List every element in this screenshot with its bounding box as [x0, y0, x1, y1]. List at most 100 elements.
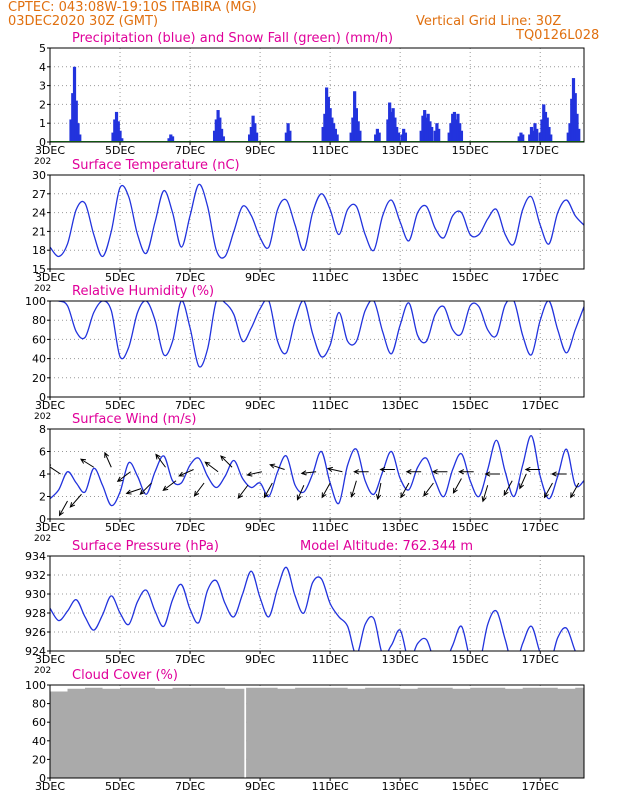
- xtick-label-temp: 11DEC: [312, 271, 349, 284]
- ytick-label-rh: 0: [39, 391, 46, 404]
- precip-bar: [288, 130, 292, 142]
- precip-bar: [454, 119, 458, 142]
- precip-bar: [533, 123, 537, 142]
- precip-bar: [333, 128, 337, 142]
- precip-bar: [549, 134, 553, 142]
- precip-bar: [247, 134, 252, 142]
- ytick-label-wind: 6: [39, 446, 46, 459]
- precip-bar: [377, 132, 381, 142]
- ytick-label-precip: 3: [39, 80, 46, 93]
- precip-bar: [351, 117, 355, 142]
- precip-bar: [456, 113, 460, 142]
- panel-title-press: Surface Pressure (hPa): [72, 539, 219, 554]
- precip-bar: [72, 66, 77, 142]
- xtick-label-temp: 15DEC: [452, 271, 489, 284]
- precip-bar: [335, 134, 339, 142]
- wind-arrow: [550, 471, 567, 477]
- wind-arrow: [350, 480, 357, 498]
- precip-bar: [538, 132, 542, 142]
- panel-precip: 0 1 2 3 4 5 3DEC 5DEC 7DEC 9DEC 11DEC 13DEC 15DEC 17D…: [34, 31, 585, 167]
- precip-bar: [326, 96, 330, 142]
- precip-bar: [393, 117, 397, 142]
- precip-bar: [218, 117, 222, 142]
- wind-arrow: [162, 480, 177, 492]
- x-corner-label-precip: 202: [34, 157, 51, 167]
- precip-bar: [221, 136, 225, 142]
- ytick-label-press: 934: [25, 550, 46, 563]
- precip-bar: [216, 110, 220, 142]
- precip-bar: [528, 134, 532, 142]
- frame-temp: [49, 174, 585, 270]
- wind-arrow: [220, 455, 233, 468]
- ytick-label-wind: 4: [39, 468, 46, 481]
- precip-bar: [459, 130, 464, 142]
- xtick-label-cloud: 5DEC: [105, 780, 135, 793]
- xtick-label-press: 9DEC: [245, 653, 275, 666]
- precip-bar: [169, 134, 173, 142]
- wind-arrow: [484, 471, 500, 477]
- precip-bar: [356, 121, 360, 142]
- wind-arrow: [246, 471, 262, 477]
- xtick-label-press: 11DEC: [312, 653, 349, 666]
- precip-bar: [519, 132, 523, 142]
- precip-bar: [328, 108, 332, 142]
- header-date: 03DEC2020 30Z (GMT): [8, 14, 159, 29]
- precip-bar: [535, 128, 539, 142]
- xtick-label-wind: 3DEC: [35, 521, 65, 534]
- ytick-label-cloud: 20: [32, 753, 46, 766]
- precip-bar: [74, 100, 78, 142]
- frame-wind: [49, 428, 585, 520]
- xtick-label-precip: 3DEC: [35, 144, 65, 157]
- precip-bar: [547, 126, 551, 142]
- plot-area-cloud: [50, 687, 584, 778]
- precip-bar: [170, 136, 175, 142]
- ytick-label-cloud: 0: [39, 772, 46, 785]
- ytick-label-wind: 0: [39, 513, 46, 526]
- precip-bar: [284, 132, 288, 142]
- precip-bar: [419, 130, 423, 142]
- precip-bar: [458, 123, 462, 142]
- wind-arrow: [452, 478, 462, 494]
- xtick-label-cloud: 3DEC: [35, 780, 65, 793]
- header-grid-note: Vertical Grid Line: 30Z: [416, 14, 562, 29]
- panel-rh: 0 20 40 60 80 100 3DEC 5DEC 7DEC 9DEC 11DEC 13DEC 15…: [25, 284, 585, 422]
- xtick-label-rh: 3DEC: [35, 399, 65, 412]
- panel-title-precip: Precipitation (blue) and Snow Fall (gree…: [72, 31, 393, 46]
- wind-arrow: [204, 461, 219, 473]
- xtick-label-temp: 5DEC: [105, 271, 135, 284]
- precip-bar: [571, 78, 576, 142]
- xtick-label-wind: 11DEC: [312, 521, 349, 534]
- x-corner-label-press: 202: [34, 666, 51, 676]
- xtick-label-wind: 5DEC: [105, 521, 135, 534]
- ytick-label-cloud: 80: [32, 698, 46, 711]
- panel-extra-label-press: Model Altitude: 762.344 m: [300, 539, 473, 554]
- ytick-label-press: 928: [25, 607, 46, 620]
- xtick-label-precip: 9DEC: [245, 144, 275, 157]
- precip-bar: [330, 117, 334, 142]
- precip-bar: [69, 119, 73, 142]
- xtick-label-rh: 11DEC: [312, 399, 349, 412]
- precip-bar: [212, 130, 217, 142]
- wind-arrow: [104, 451, 112, 468]
- wind-arrow: [353, 469, 369, 475]
- xtick-label-precip: 17DEC: [522, 144, 559, 157]
- xtick-label-precip: 7DEC: [175, 144, 205, 157]
- precip-bar: [435, 123, 439, 142]
- x-corner-label-rh: 202: [34, 412, 51, 422]
- precip-bar: [521, 134, 525, 142]
- wind-arrow: [400, 482, 410, 499]
- wind-arrow: [296, 485, 305, 501]
- precip-bar: [389, 111, 394, 142]
- xtick-label-rh: 17DEC: [522, 399, 559, 412]
- wind-arrow: [405, 469, 422, 475]
- wind-arrow: [321, 482, 331, 499]
- precip-bar: [400, 134, 404, 142]
- precip-bar: [323, 113, 327, 142]
- xtick-label-precip: 15DEC: [452, 144, 489, 157]
- xtick-label-temp: 3DEC: [35, 271, 65, 284]
- precip-bar: [76, 123, 80, 142]
- xtick-label-cloud: 7DEC: [175, 780, 205, 793]
- ytick-label-press: 924: [25, 645, 46, 658]
- wind-line: [50, 435, 584, 507]
